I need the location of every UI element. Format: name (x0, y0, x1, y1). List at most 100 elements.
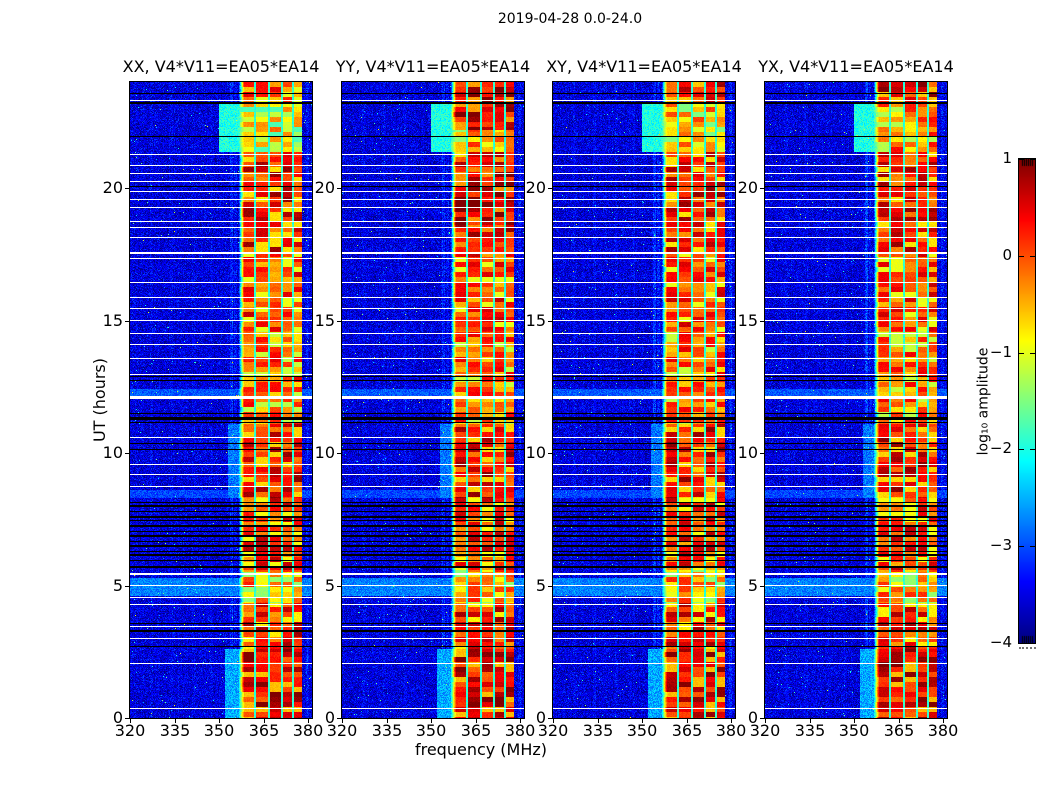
y-axis-tick (125, 586, 129, 587)
colorbar-tick-label: −2 (989, 439, 1012, 457)
y-axis-tick-label: 15 (102, 311, 123, 330)
colorbar-tick (1030, 159, 1035, 160)
y-axis-tick-label: 10 (314, 443, 335, 462)
spectrogram-canvas-xy (552, 81, 736, 719)
y-axis-tick (548, 453, 552, 454)
y-axis-tick (337, 321, 341, 322)
y-axis-tick (760, 321, 764, 322)
colorbar-tick-label: 1 (1002, 149, 1012, 167)
x-axis-tick-label: 365 (460, 721, 492, 740)
colorbar-tick-label: −4 (989, 633, 1012, 651)
x-axis-tick (598, 719, 599, 723)
x-axis-tick-label: 335 (371, 721, 403, 740)
x-axis-tick (387, 719, 388, 723)
x-axis-tick (765, 719, 766, 723)
x-axis-tick (687, 719, 688, 723)
colorbar-tick (1019, 159, 1024, 160)
colorbar-tick-label: 0 (1002, 246, 1012, 264)
x-axis-tick-label: 320 (326, 721, 358, 740)
y-axis-tick-label: 0 (112, 708, 123, 727)
x-axis-tick-label: 350 (626, 721, 658, 740)
colorbar-tick-label: −3 (989, 536, 1012, 554)
colorbar-tick (1030, 643, 1035, 644)
x-axis-tick (342, 719, 343, 723)
y-axis-tick-label: 10 (525, 443, 546, 462)
y-axis-tick-label: 5 (324, 576, 335, 595)
colorbar-tick (1019, 449, 1024, 450)
x-axis-tick (731, 719, 732, 723)
x-axis-tick (219, 719, 220, 723)
x-axis-tick (476, 719, 477, 723)
colorbar-tick-label: −1 (989, 343, 1012, 361)
x-axis-tick (943, 719, 944, 723)
colorbar-tick (1019, 546, 1024, 547)
figure-title: 2019-04-28 0.0-24.0 (497, 11, 643, 27)
x-axis-tick (431, 719, 432, 723)
y-axis-tick-label: 0 (324, 708, 335, 727)
colorbar-tick (1030, 546, 1035, 547)
y-axis-tick (760, 586, 764, 587)
x-axis-tick-label: 365 (248, 721, 280, 740)
colorbar-tick (1030, 449, 1035, 450)
spectrogram-canvas-xx (129, 81, 313, 719)
panel-title: YX, V4*V11=EA05*EA14 (758, 57, 954, 76)
x-axis-tick-label: 335 (794, 721, 826, 740)
spectrogram-canvas-yy (341, 81, 525, 719)
panel-title: XY, V4*V11=EA05*EA14 (546, 57, 742, 76)
y-axis-tick-label: 15 (737, 311, 758, 330)
x-axis-tick (308, 719, 309, 723)
y-axis-tick (548, 321, 552, 322)
x-axis-tick-label: 380 (715, 721, 747, 740)
x-axis-tick (130, 719, 131, 723)
x-axis-tick-label: 350 (838, 721, 870, 740)
y-axis-tick-label: 20 (525, 178, 546, 197)
x-axis-tick-label: 380 (292, 721, 324, 740)
y-axis-tick-label: 0 (535, 708, 546, 727)
x-axis-tick-label: 380 (504, 721, 536, 740)
colorbar-tick (1030, 256, 1035, 257)
x-axis-tick-label: 320 (114, 721, 146, 740)
x-axis-tick-label: 350 (415, 721, 447, 740)
x-axis-tick-label: 335 (159, 721, 191, 740)
y-axis-tick-label: 10 (737, 443, 758, 462)
y-axis-tick (548, 718, 552, 719)
y-axis-tick-label: 10 (102, 443, 123, 462)
y-axis-tick (337, 188, 341, 189)
x-axis-tick-label: 365 (671, 721, 703, 740)
x-axis-tick (553, 719, 554, 723)
colorbar-tick (1019, 256, 1024, 257)
colorbar-tick (1030, 353, 1035, 354)
x-axis-tick (854, 719, 855, 723)
y-axis-tick-label: 0 (747, 708, 758, 727)
x-axis-tick-label: 320 (537, 721, 569, 740)
y-axis-tick (125, 453, 129, 454)
x-axis-tick (264, 719, 265, 723)
y-axis-tick-label: 15 (525, 311, 546, 330)
spectrogram-canvas-yx (764, 81, 948, 719)
panel-title: XX, V4*V11=EA05*EA14 (122, 57, 320, 76)
y-axis-tick (548, 586, 552, 587)
colorbar-tick (1019, 353, 1024, 354)
y-axis-tick (125, 718, 129, 719)
y-axis-tick-label: 20 (314, 178, 335, 197)
colorbar-tick (1019, 643, 1024, 644)
y-axis-label: UT (hours) (90, 357, 109, 443)
x-axis-tick-label: 380 (927, 721, 959, 740)
x-axis-tick (899, 719, 900, 723)
y-axis-tick (548, 188, 552, 189)
y-axis-tick (337, 718, 341, 719)
y-axis-tick (760, 188, 764, 189)
y-axis-tick-label: 5 (747, 576, 758, 595)
x-axis-tick-label: 335 (582, 721, 614, 740)
colorbar-canvas (1018, 158, 1036, 644)
y-axis-tick (337, 586, 341, 587)
x-axis-label: frequency (MHz) (414, 740, 548, 759)
y-axis-tick (760, 718, 764, 719)
y-axis-tick-label: 15 (314, 311, 335, 330)
x-axis-tick-label: 320 (749, 721, 781, 740)
y-axis-tick (337, 453, 341, 454)
y-axis-tick-label: 20 (102, 178, 123, 197)
x-axis-tick (810, 719, 811, 723)
x-axis-tick (175, 719, 176, 723)
